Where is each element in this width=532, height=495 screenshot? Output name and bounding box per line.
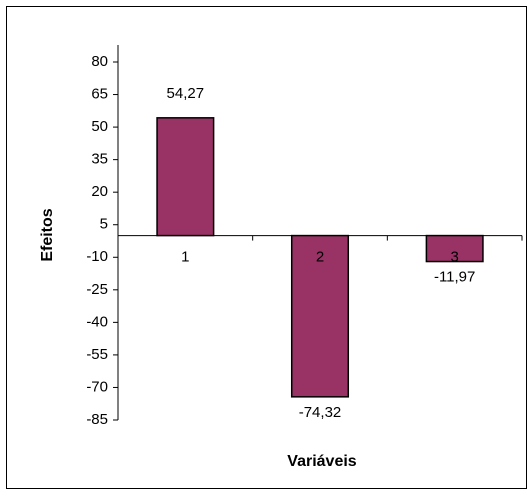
y-tick-label: 35 xyxy=(91,151,108,168)
y-tick-label: 80 xyxy=(91,53,108,70)
y-tick-label: -70 xyxy=(86,378,108,395)
y-tick-label: 5 xyxy=(100,216,108,233)
y-tick-label: 50 xyxy=(91,118,108,135)
bar xyxy=(425,234,484,263)
y-tick-label: -40 xyxy=(86,313,108,330)
value-label: 54,27 xyxy=(167,85,205,102)
x-tick-label: 2 xyxy=(316,249,324,266)
x-axis-title: Variáveis xyxy=(287,453,357,470)
y-tick-label: -25 xyxy=(86,281,108,298)
x-tick-label: 1 xyxy=(181,249,189,266)
y-tick-label: -85 xyxy=(86,411,108,428)
bar xyxy=(290,234,350,398)
bar xyxy=(156,117,215,237)
y-tick-label: -10 xyxy=(86,248,108,265)
y-tick-label: 65 xyxy=(91,86,108,103)
value-label: -74,32 xyxy=(299,404,342,421)
x-tick-label: 3 xyxy=(450,249,458,266)
value-label: -11,97 xyxy=(434,269,475,286)
y-axis-title: Efeitos xyxy=(39,208,56,261)
y-tick-label: -55 xyxy=(86,346,108,363)
y-tick-label: 20 xyxy=(91,183,108,200)
